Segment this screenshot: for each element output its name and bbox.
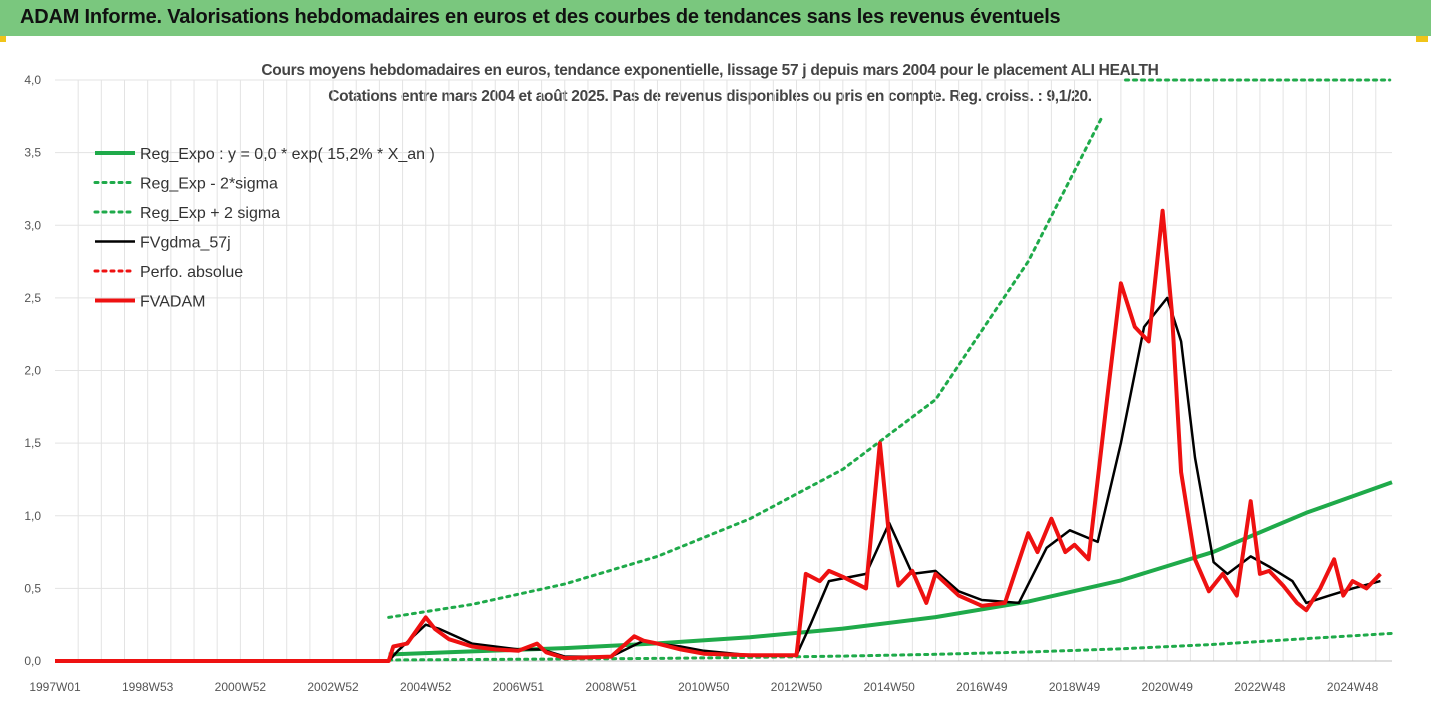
legend-label: FVADAM — [140, 294, 205, 311]
x-tick-label: 1997W01 — [29, 680, 81, 694]
y-tick-label: 3,0 — [24, 218, 41, 232]
x-tick-label: 2006W51 — [493, 680, 545, 694]
chart-subtitle: Cotations entre mars 2004 et août 2025. … — [328, 88, 1092, 105]
x-tick-label: 2014W50 — [863, 680, 915, 694]
legend-label: Reg_Expo : y = 0,0 * exp( 15,2% * X_an ) — [140, 146, 435, 163]
corner-accent-right — [1416, 36, 1428, 42]
legend-label: Reg_Exp - 2*sigma — [140, 176, 278, 193]
series-line — [55, 296, 1381, 663]
y-tick-label: 2,0 — [24, 364, 41, 378]
x-tick-label: 2022W48 — [1234, 680, 1286, 694]
y-tick-label: 2,5 — [24, 291, 41, 305]
x-tick-label: 2012W50 — [771, 680, 823, 694]
x-tick-label: 2008W51 — [585, 680, 637, 694]
report-title: ADAM Informe. Valorisations hebdomadaire… — [20, 6, 1061, 28]
x-tick-label: 2004W52 — [400, 680, 452, 694]
series-line — [387, 631, 1394, 662]
legend-label: Perfo. absolue — [140, 264, 243, 281]
y-tick-label: 3,5 — [24, 146, 41, 160]
x-tick-label: 2018W49 — [1049, 680, 1101, 694]
series-line — [387, 114, 1104, 619]
chart-title: Cours moyens hebdomadaires en euros, ten… — [261, 62, 1159, 79]
y-tick-label: 0,5 — [24, 581, 41, 595]
legend-label: FVgdma_57j — [140, 235, 231, 252]
x-tick-label: 2016W49 — [956, 680, 1008, 694]
y-tick-label: 1,5 — [24, 436, 41, 450]
y-tick-label: 0,0 — [24, 654, 41, 668]
x-tick-label: 1998W53 — [122, 680, 174, 694]
x-tick-label: 2002W52 — [307, 680, 359, 694]
x-tick-label: 2020W49 — [1142, 680, 1194, 694]
legend-label: Reg_Exp + 2 sigma — [140, 205, 280, 222]
report-banner: ADAM Informe. Valorisations hebdomadaire… — [0, 0, 1431, 36]
corner-accent-left — [0, 36, 6, 42]
series-line — [388, 480, 1393, 657]
y-tick-label: 4,0 — [24, 73, 41, 87]
x-tick-label: 2024W48 — [1327, 680, 1379, 694]
series-line — [55, 208, 1382, 663]
x-tick-label: 2010W50 — [678, 680, 730, 694]
y-tick-label: 1,0 — [24, 509, 41, 523]
x-tick-label: 2000W52 — [215, 680, 267, 694]
